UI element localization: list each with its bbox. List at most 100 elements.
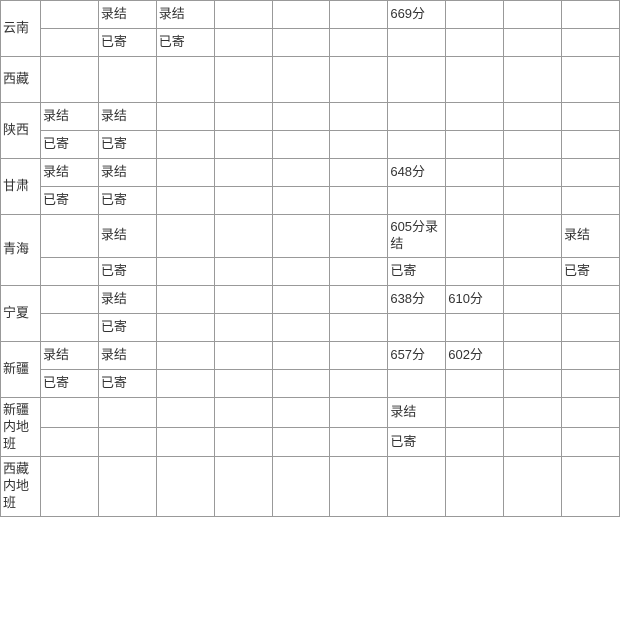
cell [562, 369, 620, 397]
cell [98, 57, 156, 103]
cell [272, 457, 330, 517]
cell [156, 313, 214, 341]
province-cell: 西藏内地班 [1, 457, 41, 517]
cell [388, 187, 446, 215]
cell [272, 131, 330, 159]
cell [41, 57, 99, 103]
cell [388, 57, 446, 103]
cell [272, 159, 330, 187]
cell [214, 341, 272, 369]
cell [272, 1, 330, 29]
cell [388, 369, 446, 397]
cell: 610分 [446, 285, 504, 313]
cell: 已寄 [388, 257, 446, 285]
cell [156, 131, 214, 159]
cell [214, 257, 272, 285]
table-row: 已寄 已寄 [1, 29, 620, 57]
cell [272, 341, 330, 369]
cell: 录结 [98, 103, 156, 131]
cell [562, 285, 620, 313]
cell [98, 457, 156, 517]
cell [562, 427, 620, 457]
cell [330, 341, 388, 369]
cell [562, 159, 620, 187]
cell [41, 313, 99, 341]
cell [330, 131, 388, 159]
cell: 602分 [446, 341, 504, 369]
cell [330, 427, 388, 457]
cell [504, 369, 562, 397]
cell [504, 457, 562, 517]
cell [504, 215, 562, 258]
cell [41, 457, 99, 517]
cell [214, 57, 272, 103]
cell: 录结 [98, 215, 156, 258]
cell [156, 369, 214, 397]
table-row: 云南 录结 录结 669分 [1, 1, 620, 29]
cell [562, 313, 620, 341]
province-cell: 云南 [1, 1, 41, 57]
cell [214, 313, 272, 341]
cell [446, 103, 504, 131]
cell: 已寄 [98, 369, 156, 397]
table-row: 新疆 录结 录结 657分 602分 [1, 341, 620, 369]
cell [446, 313, 504, 341]
cell: 已寄 [98, 313, 156, 341]
cell: 录结 [98, 1, 156, 29]
table-row: 新疆内地班 录结 [1, 397, 620, 427]
province-cell: 青海 [1, 215, 41, 286]
cell [272, 427, 330, 457]
cell [562, 397, 620, 427]
cell [156, 159, 214, 187]
cell [41, 29, 99, 57]
cell [504, 1, 562, 29]
cell [156, 103, 214, 131]
cell [41, 397, 99, 427]
admissions-table: 云南 录结 录结 669分 已寄 已寄 西藏 [0, 0, 620, 517]
cell [504, 341, 562, 369]
cell [98, 397, 156, 427]
province-cell: 新疆 [1, 341, 41, 397]
cell [156, 257, 214, 285]
cell [156, 397, 214, 427]
cell [562, 131, 620, 159]
cell [504, 427, 562, 457]
cell [156, 187, 214, 215]
cell: 录结 [388, 397, 446, 427]
cell [446, 187, 504, 215]
cell [504, 29, 562, 57]
cell [504, 397, 562, 427]
cell [330, 159, 388, 187]
cell: 已寄 [98, 131, 156, 159]
cell [446, 397, 504, 427]
cell: 605分录结 [388, 215, 446, 258]
cell [446, 29, 504, 57]
cell [562, 341, 620, 369]
cell [214, 457, 272, 517]
cell [330, 257, 388, 285]
cell [562, 457, 620, 517]
cell [330, 397, 388, 427]
cell [504, 159, 562, 187]
cell [41, 257, 99, 285]
cell [272, 369, 330, 397]
cell [562, 103, 620, 131]
cell [388, 131, 446, 159]
cell [98, 427, 156, 457]
cell: 已寄 [98, 257, 156, 285]
cell [388, 103, 446, 131]
cell [446, 427, 504, 457]
cell [330, 103, 388, 131]
table-row: 西藏 [1, 57, 620, 103]
cell [330, 285, 388, 313]
cell [156, 457, 214, 517]
province-cell: 西藏 [1, 57, 41, 103]
cell [156, 341, 214, 369]
province-cell: 新疆内地班 [1, 397, 41, 457]
cell [214, 397, 272, 427]
cell [504, 131, 562, 159]
province-cell: 宁夏 [1, 285, 41, 341]
cell: 录结 [156, 1, 214, 29]
table-row: 已寄 [1, 427, 620, 457]
table-row: 青海 录结 605分录结 录结 [1, 215, 620, 258]
